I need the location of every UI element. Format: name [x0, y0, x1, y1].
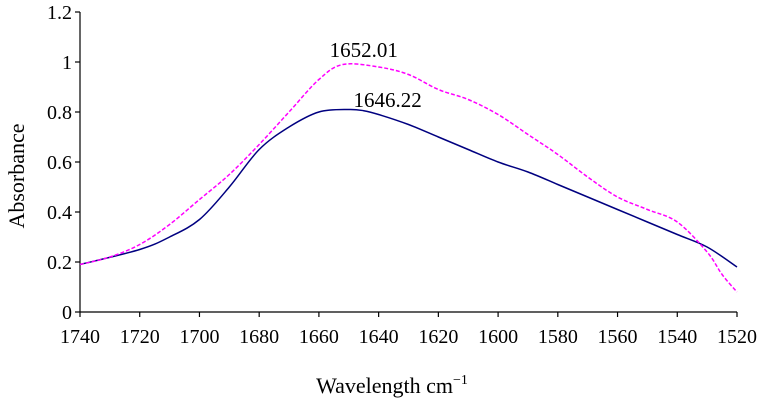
- y-tick-label: 1.2: [47, 2, 72, 24]
- axes: [79, 12, 737, 313]
- x-axis-ticks: 1740 1720 1700 1680 1660 1640 1620 1600 1580 1560…: [60, 312, 757, 348]
- x-tick-label: 1740: [60, 326, 100, 348]
- y-tick-label: 0.4: [47, 202, 72, 224]
- x-tick-label: 1540: [657, 326, 697, 348]
- x-tick-label: 1720: [120, 326, 160, 348]
- x-tick-label: 1640: [359, 326, 399, 348]
- annotations: 1652.01 1646.22: [330, 38, 422, 112]
- x-tick-label: 1580: [538, 326, 578, 348]
- series-line-2: [79, 63, 738, 293]
- y-tick-label: 0: [62, 302, 72, 324]
- y-axis-ticks: 0 0.2 0.4 0.6 0.8 1 1.2: [47, 2, 80, 324]
- x-axis-title-text: Wavelength cm: [316, 373, 453, 398]
- x-tick-label: 1620: [418, 326, 458, 348]
- y-tick-label: 1: [62, 52, 72, 74]
- x-tick-label: 1700: [179, 326, 219, 348]
- x-tick-label: 1600: [478, 326, 518, 348]
- y-tick-label: 0.6: [47, 152, 72, 174]
- y-tick-label: 0.8: [47, 102, 72, 124]
- x-tick-label: 1520: [717, 326, 757, 348]
- x-tick-label: 1680: [239, 326, 279, 348]
- series-line-1: [79, 108, 738, 268]
- peak-annotation-2: 1646.22: [353, 88, 421, 112]
- x-axis-title: Wavelength cm−1: [316, 373, 468, 398]
- y-tick-label: 0.2: [47, 252, 72, 274]
- series-lines: [79, 63, 738, 293]
- x-tick-label: 1560: [598, 326, 638, 348]
- x-tick-label: 1660: [299, 326, 339, 348]
- y-axis-title: Absorbance: [4, 123, 29, 228]
- x-axis-title-superscript: −1: [453, 373, 468, 388]
- peak-annotation-1: 1652.01: [330, 38, 398, 62]
